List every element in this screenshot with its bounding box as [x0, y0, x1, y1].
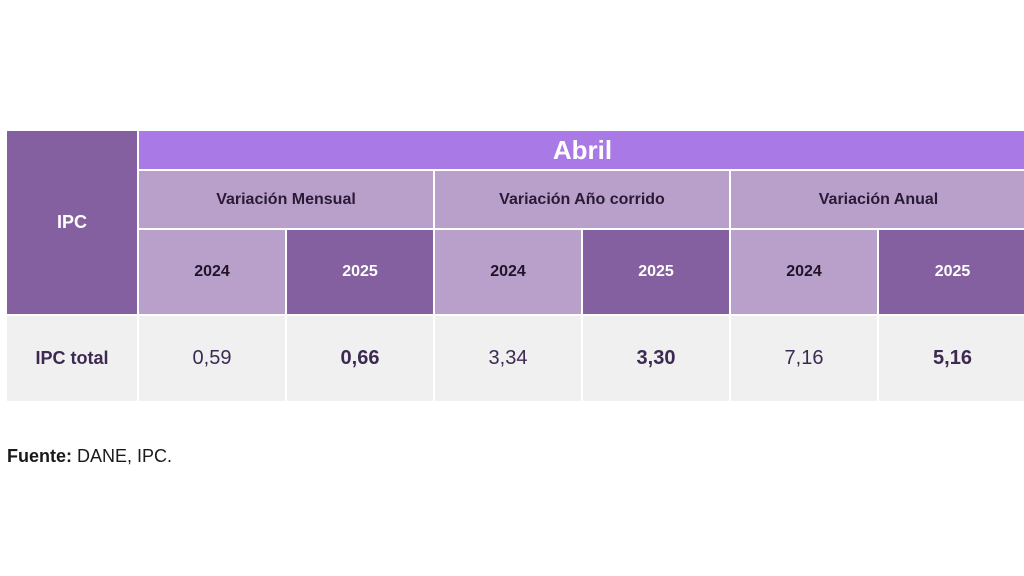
source-note: Fuente: DANE, IPC.: [7, 446, 172, 467]
ipc-table: IPC Abril Variación Mensual Variación Añ…: [7, 131, 1024, 401]
group-header-ano-corrido: Variación Año corrido: [435, 171, 729, 228]
group-header-mensual: Variación Mensual: [139, 171, 433, 228]
value-mensual-2024: 0,59: [139, 316, 285, 401]
row-label-ipc-total: IPC total: [7, 316, 137, 401]
year-header-mensual-2025: 2025: [287, 230, 433, 314]
year-header-mensual-2024: 2024: [139, 230, 285, 314]
year-header-anual-2024: 2024: [731, 230, 877, 314]
year-header-ano-corrido-2025: 2025: [583, 230, 729, 314]
year-header-ano-corrido-2024: 2024: [435, 230, 581, 314]
year-header-anual-2025: 2025: [879, 230, 1024, 314]
value-ano-corrido-2024: 3,34: [435, 316, 581, 401]
value-ano-corrido-2025: 3,30: [583, 316, 729, 401]
value-mensual-2025: 0,66: [287, 316, 433, 401]
source-text: DANE, IPC.: [72, 446, 173, 466]
group-header-anual: Variación Anual: [731, 171, 1024, 228]
row-header-ipc: IPC: [7, 131, 137, 314]
month-header: Abril: [139, 131, 1024, 169]
source-label: Fuente:: [7, 446, 72, 466]
value-anual-2024: 7,16: [731, 316, 877, 401]
value-anual-2025: 5,16: [879, 316, 1024, 401]
